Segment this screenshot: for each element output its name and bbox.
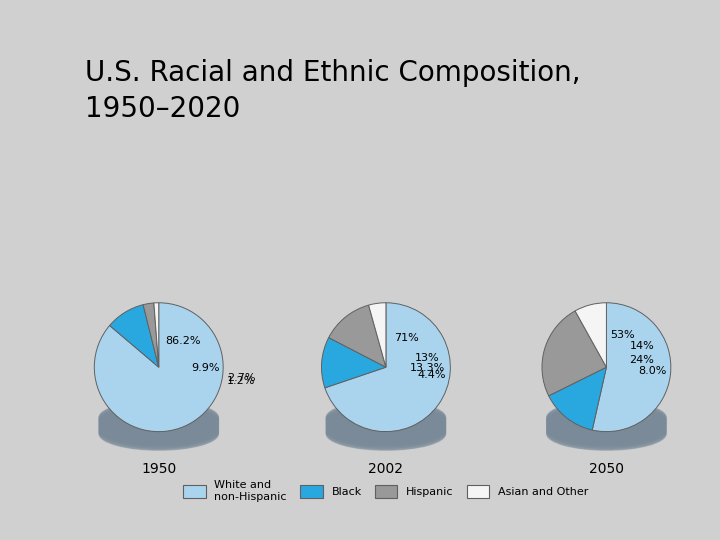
Wedge shape	[549, 367, 606, 430]
Ellipse shape	[99, 406, 218, 438]
Ellipse shape	[99, 411, 218, 444]
Text: 2050: 2050	[589, 462, 624, 476]
Text: 1950: 1950	[141, 462, 176, 476]
Ellipse shape	[326, 406, 446, 438]
Text: U.S. Racial and Ethnic Composition,
1950–2020: U.S. Racial and Ethnic Composition, 1950…	[85, 59, 581, 123]
Wedge shape	[593, 303, 671, 431]
Ellipse shape	[326, 404, 446, 437]
Ellipse shape	[99, 403, 218, 435]
Text: 4.4%: 4.4%	[418, 370, 446, 380]
Text: 14%: 14%	[630, 341, 655, 351]
Wedge shape	[143, 303, 158, 367]
Text: 13%: 13%	[415, 353, 439, 363]
Ellipse shape	[326, 416, 446, 449]
Wedge shape	[109, 305, 158, 367]
Wedge shape	[329, 305, 386, 367]
Ellipse shape	[546, 414, 666, 447]
Text: 86.2%: 86.2%	[165, 336, 201, 346]
Ellipse shape	[326, 407, 446, 440]
Ellipse shape	[546, 408, 666, 441]
Ellipse shape	[99, 404, 218, 437]
Ellipse shape	[546, 407, 666, 440]
Ellipse shape	[99, 413, 218, 446]
Ellipse shape	[326, 411, 446, 444]
Ellipse shape	[326, 401, 446, 434]
Wedge shape	[369, 303, 386, 367]
Ellipse shape	[326, 410, 446, 443]
Ellipse shape	[546, 413, 666, 446]
Text: 13.3%: 13.3%	[410, 363, 446, 373]
Wedge shape	[575, 303, 606, 367]
Ellipse shape	[546, 417, 666, 450]
Wedge shape	[94, 303, 223, 431]
Ellipse shape	[99, 414, 218, 447]
Wedge shape	[325, 303, 450, 431]
Ellipse shape	[326, 408, 446, 441]
Ellipse shape	[326, 414, 446, 447]
Ellipse shape	[99, 408, 218, 441]
Text: 2002: 2002	[369, 462, 403, 476]
Ellipse shape	[99, 417, 218, 450]
Ellipse shape	[546, 404, 666, 437]
Ellipse shape	[99, 401, 218, 434]
Ellipse shape	[326, 417, 446, 450]
Text: 53%: 53%	[610, 330, 634, 341]
Text: 24%: 24%	[629, 355, 654, 366]
Ellipse shape	[546, 411, 666, 444]
Text: 1.2%: 1.2%	[228, 376, 256, 386]
Text: 2.7%: 2.7%	[228, 373, 256, 383]
Ellipse shape	[546, 406, 666, 438]
Legend: White and
non-Hispanic, Black, Hispanic, Asian and Other: White and non-Hispanic, Black, Hispanic,…	[179, 476, 593, 507]
Wedge shape	[542, 311, 606, 396]
Ellipse shape	[546, 401, 666, 434]
Ellipse shape	[326, 413, 446, 446]
Ellipse shape	[99, 407, 218, 440]
Ellipse shape	[546, 403, 666, 435]
Text: 9.9%: 9.9%	[191, 363, 220, 373]
Ellipse shape	[546, 410, 666, 443]
Ellipse shape	[99, 410, 218, 443]
Ellipse shape	[99, 416, 218, 449]
Wedge shape	[154, 303, 158, 367]
Text: 71%: 71%	[394, 333, 419, 343]
Text: 8.0%: 8.0%	[639, 366, 667, 376]
Wedge shape	[322, 338, 386, 388]
Ellipse shape	[326, 403, 446, 435]
Ellipse shape	[546, 416, 666, 449]
